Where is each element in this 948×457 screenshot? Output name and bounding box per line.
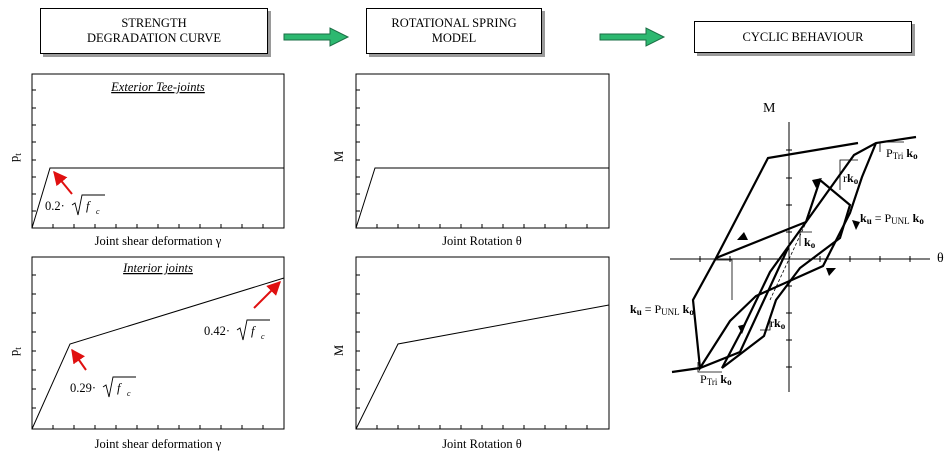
interior-peak-coef-1: 0.29·: [70, 381, 96, 395]
interior-spring-line: [355, 304, 610, 430]
cyclic-stiffness-triangle-ptri-bottom: [697, 362, 722, 373]
cyclic-label-ku-right: ku = PUNL ko: [860, 211, 924, 226]
exterior-xlabel: Joint shear deformation γ: [95, 234, 222, 248]
stage-label-strength-degradation: STRENGTH DEGRADATION CURVE: [86, 16, 222, 45]
interior-spring-xlabel: Joint Rotation θ: [442, 437, 522, 451]
interior-backbone-line: [31, 277, 285, 430]
cyclic-stiffness-triangle-rko-top: [839, 159, 858, 190]
flow-arrow-2: [599, 27, 666, 47]
cyclic-direction-arrow-1: [737, 232, 748, 240]
exterior-spring-line: [355, 167, 609, 229]
exterior-peak-arrow: [53, 170, 73, 195]
cyclic-stiffness-triangle-rko-bottom: [760, 316, 771, 331]
interior-curve-panel: Interior joints 0.29· f c 0.42· f c pt J…: [7, 256, 285, 451]
sqrt-f: f: [251, 324, 256, 338]
exterior-panel-title: Exterior Tee-joints: [110, 80, 205, 94]
cyclic-outer-loop: [691, 141, 878, 372]
exterior-spring-panel: M Joint Rotation θ: [332, 73, 610, 248]
cyclic-direction-arrow-5: [852, 220, 860, 230]
cyclic-elastic-line: [769, 213, 811, 301]
sqrt-f-sub: c: [261, 332, 265, 341]
stage-label-cyclic-behaviour: CYCLIC BEHAVIOUR: [742, 29, 864, 44]
cyclic-direction-arrow-2: [826, 268, 836, 276]
interior-peak-arrow-1: [71, 348, 87, 371]
cyclic-stiffness-triangle-ko: [799, 231, 812, 246]
cyclic-backbone-negative: [671, 247, 789, 374]
cyclic-inner-loop: [721, 178, 852, 369]
cyclic-label-rko-bottom: rko: [770, 316, 786, 331]
stage-box-cyclic-behaviour: CYCLIC BEHAVIOUR: [694, 21, 912, 53]
exterior-backbone-line: [31, 167, 284, 229]
stage-box-strength-degradation: STRENGTH DEGRADATION CURVE: [40, 8, 268, 54]
interior-panel-title: Interior joints: [122, 261, 193, 275]
exterior-spring-xlabel: Joint Rotation θ: [442, 234, 522, 248]
cyclic-behaviour-plot: M θ PTri ko rko ku = PUNL ko: [630, 101, 944, 392]
flow-arrow-1: [283, 27, 350, 47]
sqrt-symbol: [71, 194, 105, 216]
sqrt-f: f: [86, 199, 91, 213]
cyclic-direction-arrow-3: [812, 178, 822, 188]
cyclic-label-ptri-ko-bottom: PTri ko: [700, 372, 732, 387]
cyclic-label-ko: ko: [804, 235, 816, 250]
interior-xlabel: Joint shear deformation γ: [95, 437, 222, 451]
cyclic-label-ku-left: ku = PUNL ko: [630, 302, 694, 317]
stage-box-rotational-spring: ROTATIONAL SPRING MODEL: [366, 8, 542, 54]
interior-peak-coef-2: 0.42·: [204, 324, 230, 338]
exterior-spring-ylabel: M: [332, 151, 346, 162]
cyclic-stiffness-triangle-ptri-top: [879, 141, 904, 152]
cyclic-axis-m-label: M: [763, 101, 776, 116]
cyclic-stiffness-triangle-ku-left: [716, 259, 733, 300]
interior-spring-ylabel: M: [332, 345, 346, 356]
cyclic-backbone-positive: [715, 135, 917, 260]
exterior-peak-coef: 0.2·: [45, 199, 65, 213]
stage-label-rotational-spring: ROTATIONAL SPRING MODEL: [391, 16, 517, 45]
sqrt-f-sub: c: [96, 207, 100, 216]
cyclic-label-rko-top: rko: [843, 171, 859, 186]
cyclic-label-ptri-ko-top: PTri ko: [886, 146, 918, 161]
interior-spring-panel: M Joint Rotation θ: [332, 256, 610, 451]
interior-peak-arrow-2: [253, 281, 281, 309]
sqrt-f-sub: c: [127, 389, 131, 398]
cyclic-axis-theta-label: θ: [937, 251, 944, 266]
cyclic-direction-arrow-4: [738, 324, 746, 334]
exterior-ylabel: pt: [7, 153, 23, 162]
sqrt-symbol: [102, 376, 136, 398]
interior-ylabel: pt: [7, 347, 23, 356]
sqrt-f: f: [117, 381, 122, 395]
exterior-curve-panel: Exterior Tee-joints 0.2· f c pt Joint sh…: [7, 73, 285, 248]
sqrt-symbol: [236, 319, 270, 341]
